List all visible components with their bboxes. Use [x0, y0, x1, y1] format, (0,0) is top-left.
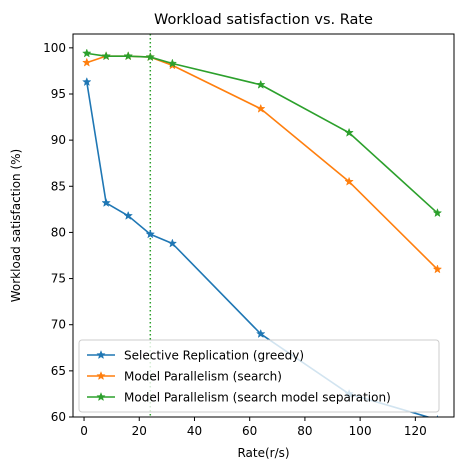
- legend: [78, 339, 440, 413]
- data-point-3: [255, 79, 266, 89]
- y-tick-label: 95: [51, 87, 66, 101]
- x-tick-label: 60: [242, 424, 257, 438]
- data-point-1: [145, 229, 156, 239]
- series-line-3: [86, 52, 438, 214]
- x-tick-label: 40: [187, 424, 202, 438]
- y-axis-label: Workload satisfaction (%): [9, 149, 23, 303]
- data-point-3: [167, 58, 178, 68]
- legend-label: Model Parallelism (search model separati…: [124, 391, 391, 405]
- data-point-1: [123, 210, 133, 220]
- data-point-2: [432, 264, 443, 274]
- data-point-2: [344, 176, 354, 186]
- y-tick-label: 90: [51, 133, 66, 147]
- legend-label: Selective Replication (greedy): [124, 349, 304, 363]
- data-point-3: [145, 52, 156, 62]
- y-tick-label: 70: [51, 318, 66, 332]
- y-tick-label: 75: [51, 272, 66, 286]
- x-axis-label: Rate(r/s): [237, 446, 289, 460]
- chart-title: Workload satisfaction vs. Rate: [154, 12, 373, 28]
- x-tick-label: 120: [404, 424, 427, 438]
- legend-marker: [96, 391, 106, 402]
- legend-marker: [96, 349, 106, 360]
- data-point-3: [432, 208, 443, 218]
- x-tick-label: 0: [80, 424, 88, 438]
- data-point-2: [255, 103, 266, 113]
- x-tick-label: 100: [349, 424, 372, 438]
- data-point-1: [255, 328, 266, 338]
- y-tick-label: 80: [51, 225, 66, 239]
- data-point-1: [101, 197, 111, 207]
- y-tick-label: 85: [51, 179, 66, 193]
- data-point-3: [123, 51, 133, 61]
- data-point-3: [101, 51, 111, 61]
- data-point-3: [82, 48, 92, 58]
- data-point-1: [82, 76, 92, 87]
- data-point-2: [82, 57, 92, 67]
- y-tick-label: 65: [51, 364, 66, 378]
- data-point-1: [167, 238, 178, 248]
- plot-frame: [72, 33, 455, 418]
- data-point-3: [344, 127, 354, 137]
- x-tick-label: 80: [297, 424, 312, 438]
- y-tick-label: 100: [43, 41, 66, 55]
- legend-label: Model Parallelism (search): [124, 370, 282, 384]
- y-tick-label: 60: [51, 410, 66, 424]
- x-tick-label: 20: [132, 424, 147, 438]
- legend-marker: [96, 370, 106, 381]
